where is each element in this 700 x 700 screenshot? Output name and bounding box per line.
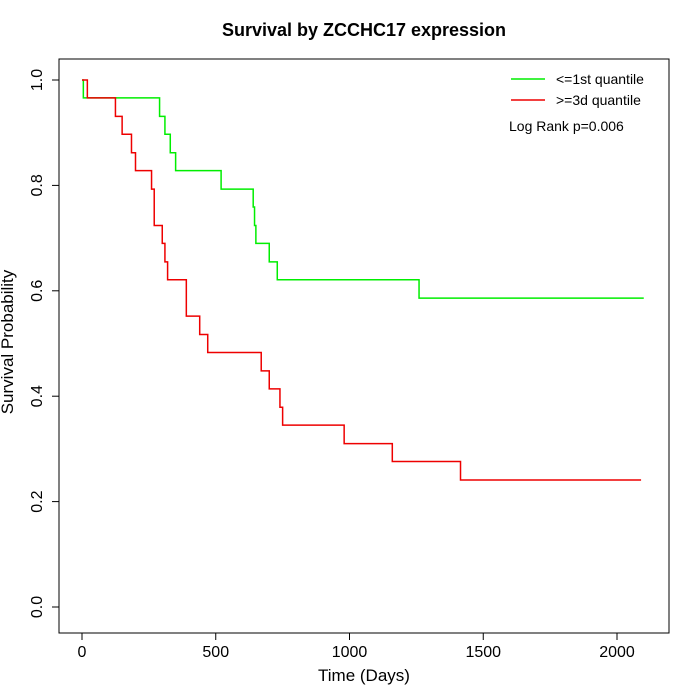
- x-tick-label: 1500: [465, 644, 501, 661]
- chart-title: Survival by ZCCHC17 expression: [222, 20, 506, 40]
- legend-label-2: >=3d quantile: [556, 92, 641, 108]
- y-tick-label: 1.0: [29, 69, 46, 91]
- y-tick-label: 0.4: [29, 385, 46, 407]
- plot-frame: [58, 58, 670, 634]
- y-axis: 0.0 0.2 0.4 0.6 0.8 1.0: [29, 69, 60, 618]
- y-tick-label: 0.6: [29, 280, 46, 302]
- series-line-2: [82, 79, 642, 481]
- y-tick-label: 0.8: [29, 174, 46, 196]
- x-axis-label: Time (Days): [318, 666, 410, 685]
- y-axis-label: Survival Probability: [0, 269, 17, 414]
- y-tick-label: 0.0: [29, 596, 46, 618]
- x-tick-label: 1000: [332, 644, 368, 661]
- log-rank-annotation: Log Rank p=0.006: [509, 118, 624, 134]
- series-layer: [82, 79, 644, 481]
- series-line-1: [82, 79, 644, 299]
- legend-label-1: <=1st quantile: [556, 71, 644, 87]
- y-tick-label: 0.2: [29, 490, 46, 512]
- x-axis: 0 500 1000 1500 2000: [78, 632, 635, 661]
- x-tick-label: 500: [202, 644, 229, 661]
- legend: <=1st quantile >=3d quantile: [511, 71, 644, 108]
- x-tick-label: 0: [78, 644, 87, 661]
- x-tick-label: 2000: [599, 644, 635, 661]
